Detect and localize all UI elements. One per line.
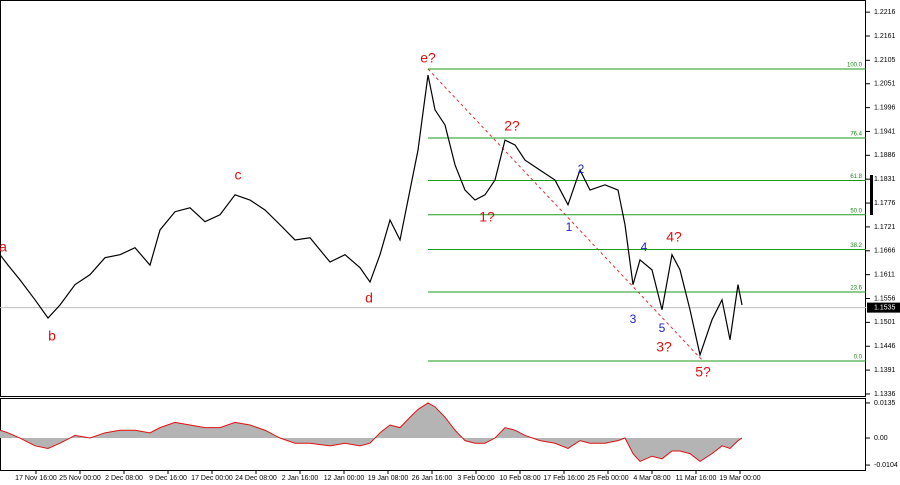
x-tick-label: 3 Feb 00:00 [457,475,494,482]
wave-label: 3? [656,339,672,355]
wave-label: 4? [666,229,682,245]
fib-label: 76.4 [850,132,862,138]
wave-label: 4 [641,240,648,254]
x-tick-label: 17 Dec 00:00 [191,475,233,482]
fib-label: 61.8 [850,174,862,180]
wave-label: 2? [504,118,520,134]
wave-label: 1 [566,220,573,234]
scale-marker [870,175,873,215]
y-tick-label: 0.0135 [874,400,896,407]
y-tick-label: 1.1556 [874,295,896,302]
wave-label: 3 [630,312,637,326]
y-tick-label: -0.0104 [874,462,898,469]
x-tick-label: 25 Nov 00:00 [59,475,101,482]
x-tick-label: 4 Mar 08:00 [633,475,670,482]
price-panel-frame [0,0,866,397]
y-tick-label: 1.2105 [874,57,896,64]
wave-label: 5? [695,364,711,380]
wave-label: 1? [479,209,495,225]
x-tick-label: 10 Feb 08:00 [499,475,540,482]
y-tick-label: 1.1941 [874,128,896,135]
y-tick-label: 1.1501 [874,319,896,326]
fib-label: 23.6 [850,286,862,292]
x-tick-label: 9 Dec 16:00 [149,475,187,482]
wave-label: e? [420,50,436,66]
y-tick-label: 1.2051 [874,81,896,88]
x-tick-label: 11 Mar 16:00 [676,475,717,482]
y-tick-label: 1.1611 [874,271,895,278]
y-tick-label: 1.2216 [874,9,896,16]
y-tick-label: 1.1336 [874,391,896,398]
fib-label: 50.0 [850,208,862,214]
x-tick-label: 17 Feb 16:00 [543,475,584,482]
y-tick-label: 1.1446 [874,343,896,350]
y-tick-label: 1.1776 [874,200,896,207]
x-tick-label: 2 Dec 08:00 [105,475,143,482]
wave-label: b [48,328,56,344]
x-tick-label: 19 Mar 00:00 [719,475,760,482]
x-tick-label: 17 Nov 16:00 [15,475,57,482]
x-tick-label: 25 Feb 00:00 [587,475,628,482]
y-tick-label: 1.1831 [874,176,896,183]
x-tick-label: 2 Jan 16:00 [282,475,319,482]
y-tick-label: 1.1721 [874,224,896,231]
x-tick-label: 12 Jan 00:00 [324,475,365,482]
wave-label: a [0,239,7,255]
x-tick-label: 26 Jan 16:00 [412,475,453,482]
wave-label: c [235,167,242,183]
y-tick-label: 0.00 [874,435,888,442]
fib-label: 0.0 [854,355,863,361]
current-price-label: 1.1535 [874,304,896,311]
y-tick-label: 1.1666 [874,248,896,255]
x-tick-label: 24 Dec 08:00 [235,475,277,482]
wave-label: 5 [659,321,666,335]
fib-label: 100.0 [847,63,863,69]
fib-label: 38.2 [850,243,862,249]
x-tick-label: 19 Jan 08:00 [368,475,409,482]
y-tick-label: 1.1996 [874,104,896,111]
wave-label: 2 [578,162,585,176]
y-tick-label: 1.1391 [874,367,896,374]
price-line [0,74,743,358]
oscillator-line [0,402,743,463]
y-tick-label: 1.2161 [874,33,896,40]
y-tick-label: 1.1886 [874,152,896,159]
wave-label: d [365,290,373,306]
current-price-box [867,302,900,313]
